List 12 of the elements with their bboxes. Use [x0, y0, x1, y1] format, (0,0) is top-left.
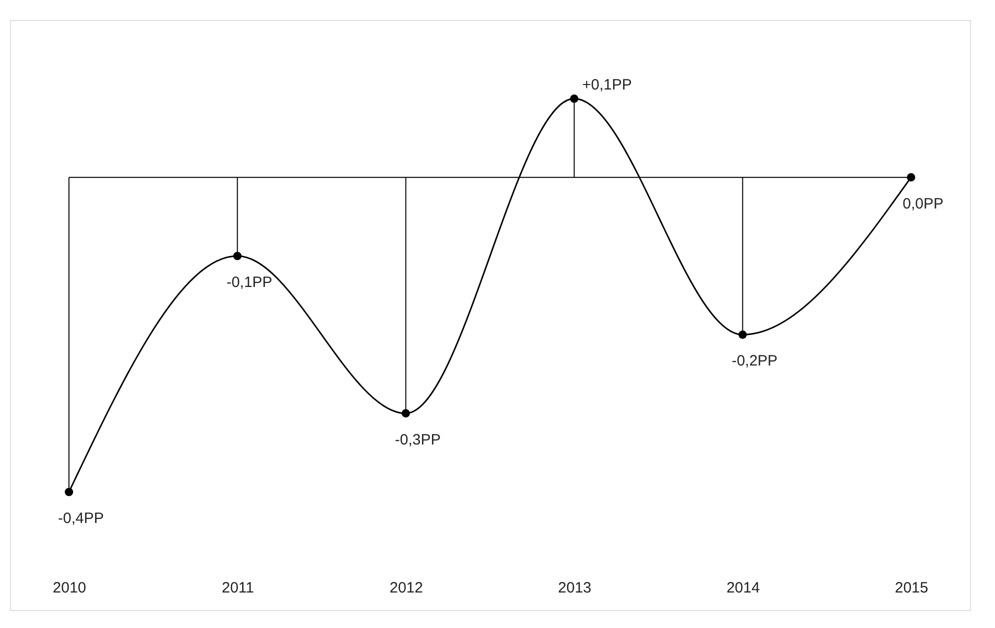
- x-tick-label: 2010: [52, 580, 86, 596]
- data-label: -0,1PP: [226, 274, 272, 291]
- data-label: +0,1PP: [582, 76, 632, 94]
- x-tick-label: 2014: [726, 580, 760, 596]
- x-tick-label: 2013: [558, 580, 592, 596]
- x-tick-label: 2015: [894, 580, 928, 596]
- data-label: -0,4PP: [58, 510, 104, 527]
- data-label: -0,2PP: [732, 352, 778, 370]
- x-tick-label: 2011: [222, 580, 254, 596]
- data-label: 0,0PP: [902, 195, 944, 212]
- data-label: -0,3PP: [394, 431, 441, 448]
- x-tick-label: 2012: [390, 580, 423, 596]
